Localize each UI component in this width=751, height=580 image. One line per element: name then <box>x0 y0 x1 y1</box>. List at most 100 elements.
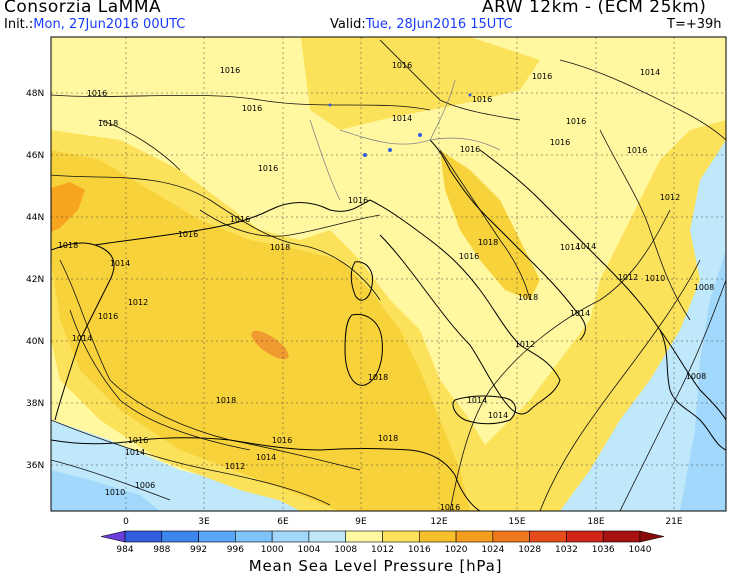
map-frame <box>50 36 727 512</box>
isobar-label: 1016 <box>87 89 107 98</box>
isobar-label: 1016 <box>459 252 479 261</box>
init-time: Init.:Mon, 27Jun2016 00UTC <box>4 17 185 32</box>
coast-greece <box>659 329 726 451</box>
border-switzerland <box>429 79 456 141</box>
coast-iberia <box>51 242 115 421</box>
lat-label: 46N <box>26 151 44 161</box>
isobar-label: 1016 <box>230 215 250 224</box>
isobar-label: 1014 <box>570 309 590 318</box>
colorbar-segment <box>124 530 163 543</box>
init-value: Mon, 27Jun2016 00UTC <box>33 17 186 32</box>
isobar-label: 1018 <box>270 243 290 252</box>
lon-label: 15E <box>508 517 525 527</box>
valid-label: Valid: <box>330 17 366 32</box>
isobar-label: 1014 <box>256 453 276 462</box>
colorbar-segment <box>492 530 530 543</box>
coast-sicily <box>452 395 516 425</box>
lake <box>388 148 392 152</box>
colorbar-tick-label: 1012 <box>371 545 394 555</box>
lat-label: 38N <box>26 399 44 409</box>
colorbar-segment <box>529 530 567 543</box>
coast-gulf-lion <box>94 199 371 246</box>
isobar-label: 1016 <box>272 436 292 445</box>
lon-label: 9E <box>355 517 367 527</box>
colorbar-segment <box>308 530 347 543</box>
colorbar-tick-label: 1028 <box>518 545 541 555</box>
border-france-italy <box>309 119 341 201</box>
lake <box>418 133 422 137</box>
colorbar-segment <box>271 530 310 543</box>
field-1004-east <box>680 250 726 511</box>
isobar-label: 1016 <box>472 95 492 104</box>
isobar <box>59 259 361 471</box>
isobar-label: 1016 <box>178 230 198 239</box>
lake <box>363 153 367 157</box>
isobar-label: 1018 <box>478 238 498 247</box>
lon-label: 12E <box>430 517 447 527</box>
isobar <box>51 419 331 506</box>
colorbar-tick-label: 1032 <box>555 545 578 555</box>
isobar-label: 1016 <box>460 145 480 154</box>
isobar <box>99 119 181 171</box>
field-1008-east <box>560 80 726 511</box>
isobar <box>439 149 531 301</box>
field-alps <box>300 37 540 130</box>
colorbar-segment <box>345 530 383 543</box>
colorbar-segment <box>235 530 273 543</box>
colorbar-segment <box>161 530 199 543</box>
isobar-label: 1012 <box>128 298 148 307</box>
colorbar-segment <box>455 530 494 543</box>
isobar-label: 1018 <box>58 241 78 250</box>
lon-label: 3E <box>198 517 210 527</box>
latitude-labels: 48N 46N 44N 42N 40N 38N 36N <box>26 89 44 471</box>
colorbar-segment <box>418 530 457 543</box>
longitude-labels: 0 3E 6E 9E 12E 15E 18E 21E <box>123 517 683 527</box>
isobar-label: 1016 <box>532 72 552 81</box>
isobar-label: 1012 <box>618 273 638 282</box>
high-sea-orange <box>251 330 289 360</box>
colorbar-tick-label: 1016 <box>408 545 431 555</box>
colorbar-tick-label: 988 <box>153 545 170 555</box>
isobar-label: 1018 <box>378 434 398 443</box>
isobar-label: 1014 <box>488 411 508 420</box>
valid-value: Tue, 28Jun2016 15UTC <box>365 17 513 32</box>
high-france-orange <box>51 182 85 232</box>
colorbar-tick-label: 992 <box>190 545 207 555</box>
lat-label: 36N <box>26 461 44 471</box>
isobar <box>51 174 381 301</box>
colorbar-tick-label: 984 <box>116 545 133 555</box>
lat-label: 40N <box>26 337 44 347</box>
lon-label: 21E <box>665 517 682 527</box>
model-resolution-title: ARW 12km - (ECM 25km) <box>482 0 707 17</box>
isobar-label: 1016 <box>128 436 148 445</box>
lake <box>328 103 332 107</box>
lon-label: 0 <box>123 517 129 527</box>
isobar-label: 1014 <box>392 114 412 123</box>
isobar <box>69 309 251 451</box>
lakes <box>328 93 472 157</box>
isobar-label: 1016 <box>98 312 118 321</box>
isobar <box>379 39 521 121</box>
isobar-label: 1018 <box>368 373 388 382</box>
colorbar: 984 988 992 996 1000 1004 1008 1012 1016 1020 1024… <box>100 530 665 555</box>
isobar-label: 1014 <box>576 242 596 251</box>
lat-label: 48N <box>26 89 44 99</box>
colorbar-tick-label: 1040 <box>629 545 652 555</box>
coast-sardinia <box>344 313 383 386</box>
isobar-label: 1012 <box>515 340 535 349</box>
isobar-label: 1016 <box>392 61 412 70</box>
lon-label: 6E <box>277 517 289 527</box>
colorbar-max-arrow <box>639 530 665 543</box>
isobar-label: 1016 <box>627 146 647 155</box>
lon-label: 18E <box>587 517 604 527</box>
map-fields: 1016 1016 1016 1016 1014 1016 1016 1018 1016 1014… <box>51 37 726 511</box>
forecast-hour: T=+39h <box>667 17 722 32</box>
isobar-label: 1006 <box>135 481 155 490</box>
isobar-label: 1014 <box>640 68 660 77</box>
isobar-label: 1016 <box>348 196 368 205</box>
isobar-label: 1014 <box>110 259 130 268</box>
borders <box>309 79 501 201</box>
lat-label: 42N <box>26 275 44 285</box>
valid-time: Valid:Tue, 28Jun2016 15UTC <box>330 17 513 32</box>
isobar-label: 1014 <box>560 243 580 252</box>
